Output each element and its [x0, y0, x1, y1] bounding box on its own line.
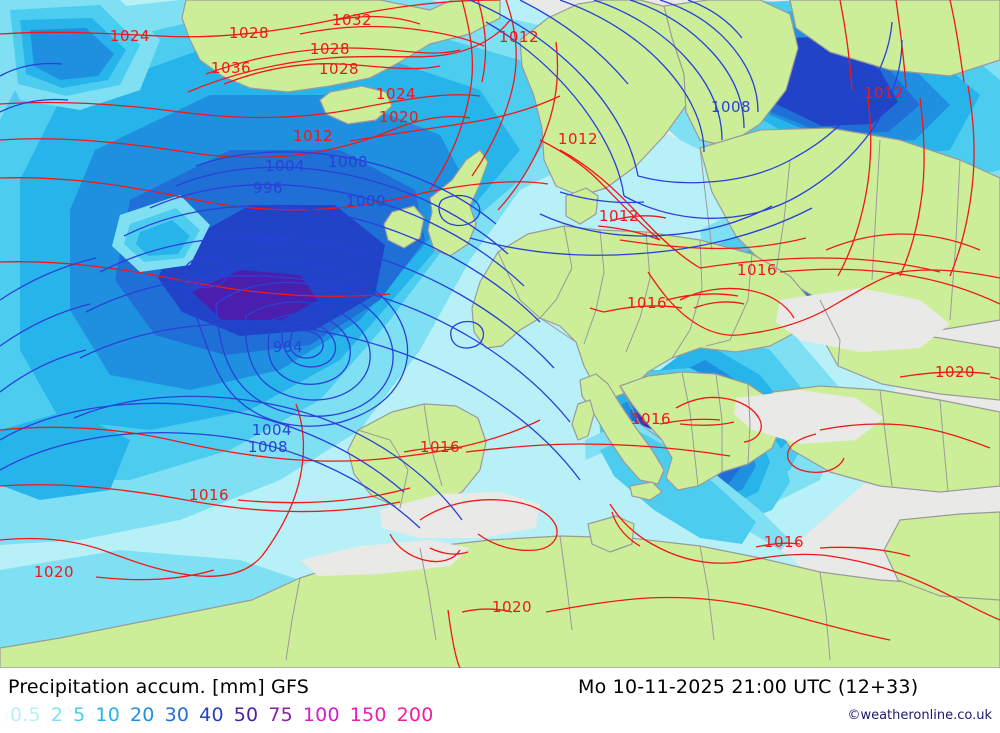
country-borders	[285, 139, 961, 661]
isobar-labels: 1024 1028 1032 1028 1036 1028 1024 1020 1012 1012…	[34, 11, 975, 616]
isobar-label-1036-4: 1036	[211, 59, 251, 77]
footer-bar: Precipitation accum. [mm] GFS Mo 10-11-2…	[0, 668, 1000, 733]
isobar-label-1032-2: 1032	[332, 11, 372, 29]
legend-value-75[interactable]: 75	[268, 704, 293, 726]
isobar-label-1012-8: 1012	[293, 127, 333, 145]
isobar-label-1012-11: 1012	[599, 207, 639, 225]
isobar-label-992-18: 992	[257, 232, 287, 250]
tunisia	[587, 515, 635, 553]
legend-value-10[interactable]: 10	[95, 704, 120, 726]
legend-value-2[interactable]: 2	[50, 704, 64, 726]
isobar-label-1028-1: 1028	[229, 24, 269, 42]
isobar-label-1028-5: 1028	[319, 60, 359, 78]
dry-areas	[300, 288, 950, 576]
landmasses	[0, 0, 1000, 668]
scandinavia	[519, 0, 707, 197]
isobar-label-1016-29: 1016	[764, 533, 804, 551]
isobar-label-1028-3: 1028	[310, 40, 350, 58]
legend-value-100[interactable]: 100	[302, 704, 340, 726]
legend-value-0-5[interactable]: 0.5	[10, 704, 41, 726]
iberia	[347, 403, 487, 509]
finland	[663, 0, 799, 147]
isobar-label-1024-6: 1024	[376, 85, 416, 103]
legend-value-200[interactable]: 200	[396, 704, 434, 726]
ireland	[383, 205, 425, 249]
isobar-label-1008-21: 1008	[248, 438, 288, 456]
isobar-label-984-19: 984	[273, 338, 303, 356]
isobar-label-1020-23: 1020	[34, 563, 74, 581]
isobar-label-1024-0: 1024	[110, 27, 150, 45]
legend-value-50[interactable]: 50	[233, 704, 259, 726]
legend-value-150[interactable]: 150	[349, 704, 387, 726]
isobar-label-1012-10: 1012	[558, 130, 598, 148]
denmark	[565, 187, 599, 225]
isobar-label-1016-26: 1016	[627, 294, 667, 312]
iceland	[319, 85, 393, 125]
isobar-label-1016-22: 1016	[189, 486, 229, 504]
isobar-label-1004-15: 1004	[265, 157, 305, 175]
isobar-label-1004-20: 1004	[252, 421, 292, 439]
isobars-high	[0, 0, 1000, 668]
isobar-label-1000-17: 1000	[346, 192, 386, 210]
copyright-notice: ©weatheronline.co.uk	[847, 708, 992, 723]
legend-scale[interactable]: 0.5 2 5 10 20 30 40 50 75 100 150 200	[10, 704, 434, 726]
isobar-label-1016-24: 1016	[420, 438, 460, 456]
sicily	[629, 481, 663, 501]
baltic-belarus-russia	[699, 127, 1000, 331]
isobar-label-1016-27: 1016	[737, 261, 777, 279]
map-canvas[interactable]: 1024 1028 1032 1028 1036 1028 1024 1020 1012 1012…	[0, 0, 1000, 668]
isobars-low	[0, 0, 903, 529]
isobar-label-1012-9: 1012	[499, 28, 539, 46]
isobar-label-1012-12: 1012	[864, 84, 904, 102]
legend-value-5[interactable]: 5	[73, 704, 86, 726]
forecast-valid-time: Mo 10-11-2025 21:00 UTC (12+33)	[578, 676, 919, 698]
greenland	[181, 0, 501, 93]
isobar-label-1008-13: 1008	[711, 98, 751, 116]
isobar-label-1020-25: 1020	[492, 598, 532, 616]
isobar-label-1020-30: 1020	[935, 363, 975, 381]
isobar-label-1020-7: 1020	[379, 108, 419, 126]
isobar-label-996-16: 996	[253, 179, 283, 197]
legend-value-20[interactable]: 20	[130, 704, 155, 726]
corsica-sardinia	[571, 399, 595, 441]
legend-value-40[interactable]: 40	[199, 704, 224, 726]
isobar-label-1016-28: 1016	[631, 410, 671, 428]
nw-russia	[789, 0, 1000, 77]
great-britain	[427, 149, 489, 257]
product-title: Precipitation accum. [mm] GFS	[8, 676, 310, 698]
map-svg: 1024 1028 1032 1028 1036 1028 1024 1020 1012 1012…	[0, 0, 1000, 668]
isobar-label-1008-14: 1008	[328, 153, 368, 171]
legend-value-30[interactable]: 30	[164, 704, 190, 726]
italy	[579, 373, 665, 485]
